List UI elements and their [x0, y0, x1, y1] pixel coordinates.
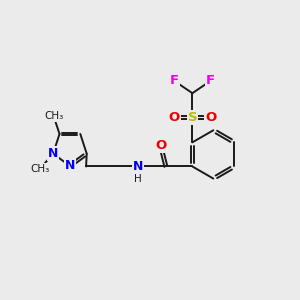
Text: S: S	[188, 111, 197, 124]
Text: H: H	[134, 174, 142, 184]
Text: N: N	[48, 147, 58, 160]
Text: O: O	[205, 111, 216, 124]
Text: F: F	[206, 74, 215, 87]
Text: CH₃: CH₃	[30, 164, 50, 174]
Text: N: N	[133, 160, 143, 173]
Text: O: O	[169, 111, 180, 124]
Text: F: F	[169, 74, 179, 87]
Text: CH₃: CH₃	[44, 111, 63, 121]
Text: N: N	[65, 159, 75, 172]
Text: O: O	[155, 139, 166, 152]
